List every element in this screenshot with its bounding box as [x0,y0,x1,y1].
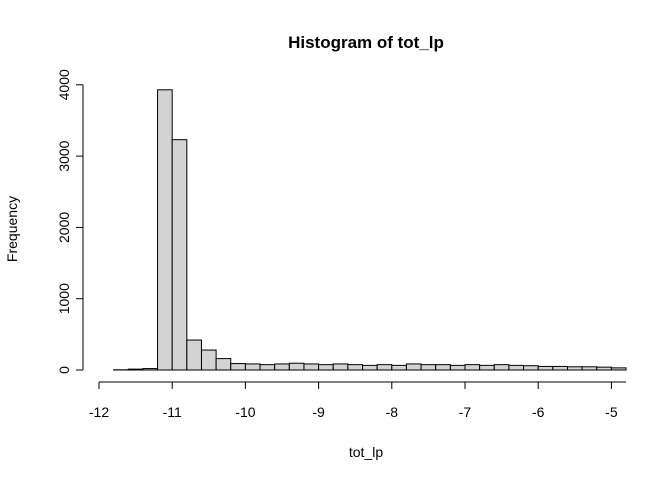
x-tick-label: -8 [386,404,399,420]
histogram-bar [610,367,627,371]
histogram-bar [303,363,320,371]
x-tick-label: -12 [89,404,109,420]
histogram-bar [362,364,378,371]
histogram-bar [215,358,232,371]
histogram-bar [171,139,188,371]
histogram-bar [186,339,202,371]
x-tick-label: -10 [235,404,255,420]
chart-title: Histogram of tot_lp [288,33,444,52]
histogram-bar [288,362,305,371]
bars-group [113,89,627,371]
histogram-bar [537,365,554,371]
histogram-bar [230,363,246,371]
histogram-bar [581,366,598,371]
histogram-bar [347,364,364,371]
histogram-bar [493,364,510,371]
histogram-bar [449,364,466,371]
histogram-bar [391,364,407,371]
histogram-bar [127,368,144,371]
histogram-bar [508,364,525,371]
y-tick-label: 0 [56,366,72,374]
x-tick-label: -11 [163,404,182,420]
histogram-bar [244,363,261,371]
histogram-bar [552,365,568,371]
y-tick-label: 4000 [56,69,72,100]
y-axis: 0 1000 2000 3000 4000 [56,69,84,374]
histogram-bar [596,366,612,371]
y-axis-label: Frequency [4,196,20,262]
histogram-bar [259,364,276,371]
histogram-bar [142,368,159,371]
y-tick-label: 1000 [56,283,72,314]
histogram-bar [318,364,334,371]
histogram-bar [200,349,217,371]
x-axis: -12 -11 -10 -9 -8 -7 -6 -5 [89,381,627,420]
histogram-bar [435,364,451,371]
x-axis-label: tot_lp [349,444,383,460]
x-tick-label: -9 [312,404,325,420]
histogram-bar [523,365,539,371]
histogram-bar [157,89,173,371]
histogram-bar [405,363,422,371]
histogram-bar [566,366,583,371]
histogram-bar [479,364,495,371]
histogram-bar [274,363,290,371]
x-tick-label: -7 [459,404,472,420]
y-tick-label: 3000 [56,140,72,171]
x-tick-label: -5 [605,404,618,420]
histogram-bar [464,364,481,371]
y-tick-label: 2000 [56,212,72,243]
histogram-bar [332,363,349,371]
histogram-bar [376,364,393,371]
x-tick-label: -6 [532,404,545,420]
histogram-bar [420,364,437,371]
